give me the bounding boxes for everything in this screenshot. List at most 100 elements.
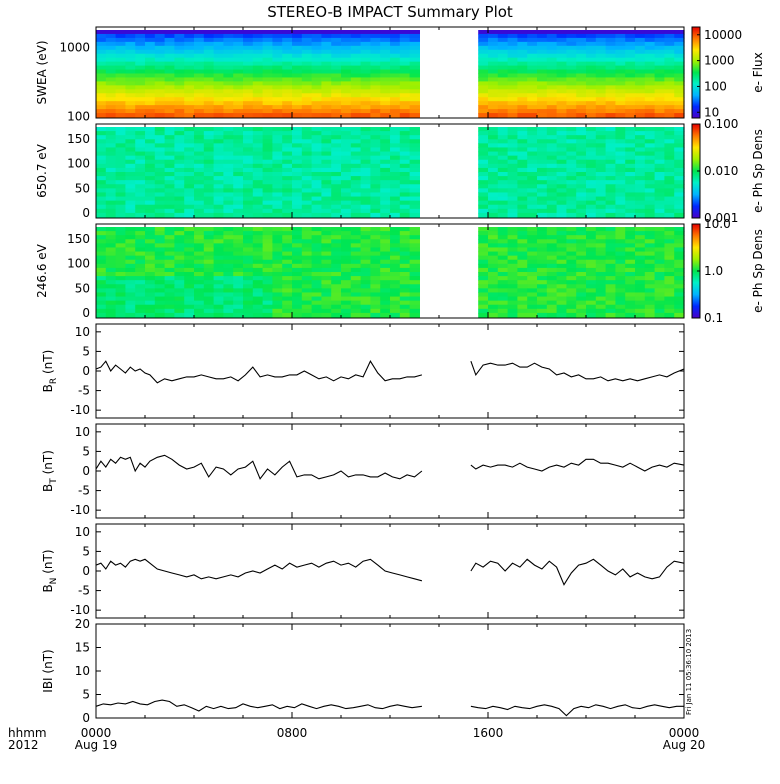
heatmap-cell bbox=[203, 200, 215, 206]
heatmap-cell bbox=[537, 184, 548, 189]
heatmap-cell bbox=[233, 73, 244, 79]
heatmap-cell bbox=[566, 73, 577, 79]
heatmap-cell bbox=[605, 30, 616, 35]
heatmap-cell bbox=[360, 308, 371, 314]
heatmap-cell bbox=[164, 85, 175, 90]
heatmap-cell bbox=[625, 304, 636, 310]
heatmap-cell bbox=[546, 180, 558, 185]
heatmap-cell bbox=[145, 81, 156, 86]
heatmap-cell bbox=[154, 113, 166, 118]
heatmap-cell bbox=[674, 239, 685, 244]
heatmap-cell bbox=[243, 77, 254, 83]
heatmap-cell bbox=[223, 37, 234, 43]
heatmap-cell bbox=[615, 155, 626, 161]
heatmap-cell bbox=[272, 227, 283, 232]
heatmap-cell bbox=[145, 267, 156, 273]
heatmap-cell bbox=[497, 155, 509, 161]
heatmap-cell bbox=[546, 147, 558, 153]
heatmap-cell bbox=[566, 239, 577, 244]
heatmap-cell bbox=[537, 81, 548, 86]
heatmap-cell bbox=[154, 247, 166, 253]
heatmap-cell bbox=[145, 180, 156, 185]
heatmap-cell bbox=[537, 167, 548, 173]
heatmap-cell bbox=[390, 37, 401, 43]
heatmap-cell bbox=[292, 81, 303, 86]
heatmap-cell bbox=[537, 45, 548, 51]
heatmap-cell bbox=[125, 143, 136, 149]
heatmap-cell bbox=[654, 247, 665, 253]
heatmap-cell bbox=[595, 85, 607, 90]
heatmap-cell bbox=[635, 139, 646, 144]
heatmap-cell bbox=[635, 155, 646, 161]
heatmap-cell bbox=[546, 247, 558, 253]
heatmap-cell bbox=[654, 65, 665, 71]
heatmap-cell bbox=[125, 292, 136, 298]
heatmap-cell bbox=[262, 109, 273, 114]
y-tick-label: 0 bbox=[82, 564, 90, 578]
heatmap-cell bbox=[566, 284, 577, 289]
heatmap-cell bbox=[203, 167, 215, 173]
heatmap-cell bbox=[243, 280, 254, 285]
heatmap-cell bbox=[664, 53, 675, 59]
heatmap-cell bbox=[125, 280, 136, 285]
heatmap-cell bbox=[105, 167, 117, 173]
heatmap-cell bbox=[595, 159, 607, 165]
heatmap-cell bbox=[497, 159, 509, 165]
heatmap-cell bbox=[664, 188, 675, 194]
heatmap-cell bbox=[233, 65, 244, 71]
heatmap-cell bbox=[252, 101, 264, 106]
heatmap-cell bbox=[517, 53, 528, 59]
heatmap-cell bbox=[115, 247, 126, 253]
heatmap-cell bbox=[595, 57, 607, 63]
heatmap-cell bbox=[331, 41, 342, 47]
heatmap-cell bbox=[605, 45, 616, 51]
heatmap-cell bbox=[507, 109, 518, 114]
heatmap-cell bbox=[380, 188, 391, 194]
heatmap-cell bbox=[223, 172, 234, 177]
heatmap-cell bbox=[390, 89, 401, 94]
heatmap-cell bbox=[233, 61, 244, 67]
heatmap-cell bbox=[635, 292, 646, 298]
heatmap-cell bbox=[478, 272, 489, 277]
heatmap-cell bbox=[96, 41, 107, 47]
heatmap-cell bbox=[203, 113, 215, 118]
heatmap-cell bbox=[311, 255, 322, 261]
heatmap-cell bbox=[527, 45, 538, 51]
heatmap-cell bbox=[478, 296, 489, 302]
heatmap-cell bbox=[272, 61, 283, 67]
heatmap-cell bbox=[252, 53, 264, 59]
heatmap-cell bbox=[370, 227, 381, 232]
heatmap-cell bbox=[96, 247, 107, 253]
heatmap-cell bbox=[546, 235, 558, 240]
heatmap-cell bbox=[331, 159, 342, 165]
heatmap-cell bbox=[360, 239, 371, 244]
heatmap-cell bbox=[174, 208, 185, 214]
heatmap-cell bbox=[321, 41, 332, 47]
heatmap-cell bbox=[625, 151, 636, 157]
heatmap-cell bbox=[194, 30, 205, 35]
heatmap-cell bbox=[321, 263, 332, 269]
heatmap-cell bbox=[341, 172, 352, 177]
heatmap-cell bbox=[654, 172, 665, 177]
y-tick-label: 0 bbox=[82, 364, 90, 378]
heatmap-cell bbox=[154, 263, 166, 269]
heatmap-cell bbox=[282, 93, 293, 98]
heatmap-cell bbox=[262, 196, 273, 202]
heatmap-cell bbox=[145, 188, 156, 194]
heatmap-cell bbox=[233, 163, 244, 169]
heatmap-cell bbox=[164, 251, 175, 257]
heatmap-cell bbox=[115, 288, 126, 294]
heatmap-cell bbox=[664, 73, 675, 79]
heatmap-cell bbox=[497, 101, 509, 106]
heatmap-cell bbox=[341, 131, 352, 136]
heatmap-cell bbox=[537, 239, 548, 244]
heatmap-cell bbox=[243, 143, 254, 149]
heatmap-cell bbox=[243, 312, 254, 318]
heatmap-cell bbox=[546, 89, 558, 94]
heatmap-cell bbox=[654, 139, 665, 144]
heatmap-cell bbox=[605, 255, 616, 261]
heatmap-cell bbox=[390, 180, 401, 185]
heatmap-cell bbox=[154, 93, 166, 98]
heatmap-cell bbox=[203, 247, 215, 253]
heatmap-cell bbox=[674, 300, 685, 306]
